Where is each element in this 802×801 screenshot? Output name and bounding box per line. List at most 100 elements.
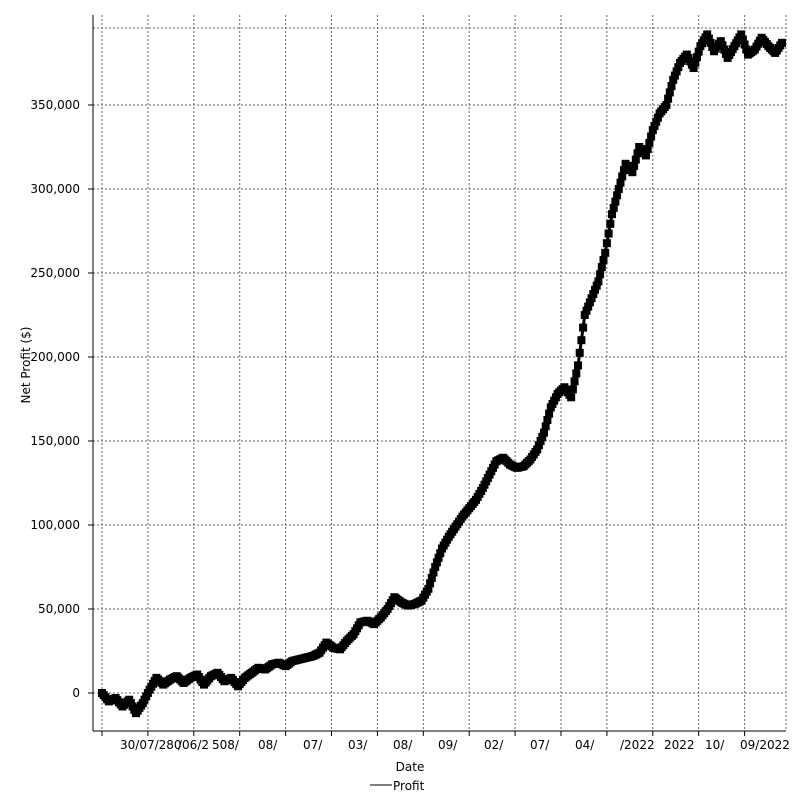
x-tick-label: 09/2022 <box>740 738 790 752</box>
y-tick-label: 150,000 <box>30 434 80 448</box>
x-tick-label: 07/ <box>530 738 550 752</box>
series-marker <box>689 64 698 73</box>
series-marker <box>628 168 637 177</box>
series-marker <box>604 229 613 238</box>
series-marker <box>665 88 674 97</box>
series-marker <box>582 306 591 315</box>
series-marker <box>427 573 436 582</box>
series-marker <box>693 53 701 62</box>
y-tick-label: 100,000 <box>30 518 80 532</box>
series-marker <box>630 161 639 170</box>
series-marker <box>534 441 543 450</box>
series-marker <box>648 126 657 135</box>
x-tick-label: /2022 <box>620 738 655 752</box>
series-marker <box>594 277 603 286</box>
x-tick-label: 2022 <box>664 738 695 752</box>
series-marker <box>706 38 715 47</box>
x-tick-label: 02/ <box>484 738 504 752</box>
series-marker <box>426 579 435 588</box>
x-axis-ticks: 30/07/280/06/2 508/08/07/03/08/09/02/07/0… <box>101 731 790 752</box>
series-marker <box>545 409 554 418</box>
series-marker <box>587 294 596 303</box>
series-marker <box>538 432 547 441</box>
series-marker <box>694 47 703 56</box>
x-tick-label: 30/07/280 <box>120 738 182 752</box>
series-marker <box>424 584 433 593</box>
series-marker <box>572 369 581 378</box>
series-marker <box>611 197 620 206</box>
series-line-profit <box>100 30 784 717</box>
axes <box>92 15 786 732</box>
x-tick-label: 08/ <box>393 738 413 752</box>
series-marker <box>703 30 712 39</box>
x-axis-label: Date <box>396 760 425 774</box>
series-marker <box>577 336 586 345</box>
x-tick-label: /06/2 <box>178 738 209 752</box>
series-marker <box>536 437 545 445</box>
series-marker <box>608 210 616 219</box>
series-marker <box>737 30 746 39</box>
legend-label-profit: Profit <box>393 779 425 793</box>
y-tick-label: 50,000 <box>38 602 80 616</box>
grid-lines <box>93 15 787 731</box>
legend: Profit <box>370 779 425 793</box>
series-marker <box>431 563 440 571</box>
series-marker <box>643 145 652 154</box>
series-marker <box>704 34 713 43</box>
series-marker <box>541 422 550 431</box>
series-marker <box>540 428 548 437</box>
series-marker <box>633 149 642 158</box>
series-marker <box>589 290 598 298</box>
series-marker <box>436 549 445 558</box>
series-marker <box>650 122 659 130</box>
series-marker <box>601 248 610 257</box>
series-marker <box>609 203 618 212</box>
series-marker <box>584 302 593 311</box>
series-marker <box>580 311 589 319</box>
series-marker <box>667 82 676 91</box>
series-marker <box>642 151 650 160</box>
x-tick-label: 09/ <box>438 738 458 752</box>
series-marker <box>647 132 656 141</box>
x-tick-label: 03/ <box>348 738 368 752</box>
series-marker <box>718 41 727 50</box>
series-marker <box>720 45 729 54</box>
series-marker <box>716 37 725 46</box>
series-marker <box>599 255 608 264</box>
y-axis-ticks: 0 50,000 100,000 150,000 200,000 250,000 300,0… <box>30 98 93 700</box>
series-marker <box>652 117 661 126</box>
y-tick-label: 200,000 <box>30 350 80 364</box>
series-marker <box>570 377 579 386</box>
series-marker <box>669 75 678 84</box>
series-marker <box>618 172 627 181</box>
y-tick-label: 250,000 <box>30 266 80 280</box>
series-marker <box>575 348 584 357</box>
x-tick-label: 508/ <box>212 738 240 752</box>
series-marker <box>596 270 605 279</box>
series-marker <box>591 285 599 294</box>
y-axis-label: Net Profit ($) <box>19 327 33 404</box>
series-marker <box>432 558 441 567</box>
series-marker <box>691 58 700 67</box>
series-marker <box>672 67 681 76</box>
series-marker <box>568 385 577 394</box>
x-tick-label: 08/ <box>258 738 278 752</box>
series-marker <box>579 323 588 332</box>
series-marker <box>613 191 622 200</box>
series-marker <box>616 178 625 187</box>
y-tick-label: 350,000 <box>30 98 80 112</box>
series-marker <box>585 298 594 307</box>
series-marker <box>664 94 673 103</box>
series-marker <box>602 239 611 248</box>
series-marker <box>740 40 749 49</box>
y-tick-label: 0 <box>72 686 80 700</box>
series-marker <box>543 416 552 424</box>
series-marker <box>533 445 542 454</box>
series-marker <box>662 101 671 109</box>
profit-series <box>98 30 786 718</box>
series-marker <box>674 63 683 72</box>
series-marker <box>631 155 640 164</box>
series-marker <box>434 553 443 562</box>
series-marker <box>619 166 628 175</box>
